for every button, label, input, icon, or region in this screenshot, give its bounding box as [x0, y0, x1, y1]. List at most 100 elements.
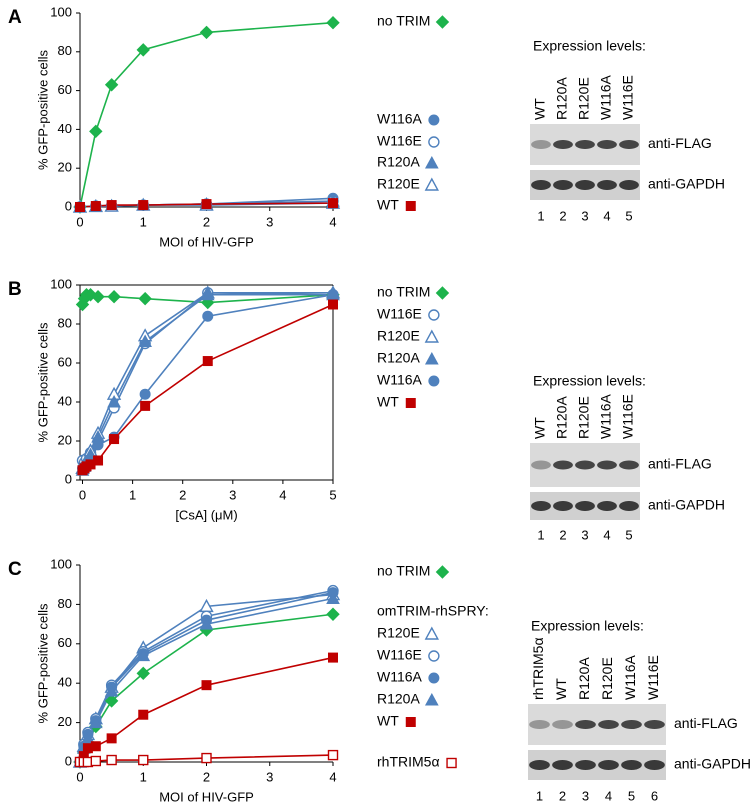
blot-band [619, 180, 639, 190]
legend-marker [405, 717, 416, 727]
marker [328, 198, 338, 209]
blot-band [575, 180, 595, 190]
legend-marker [428, 375, 440, 387]
panel-label: B [8, 279, 22, 300]
legend-label: R120E [377, 625, 420, 641]
blot-band [575, 140, 595, 149]
blot-band [553, 180, 573, 190]
legend-label: rhTRIM5α [377, 754, 440, 770]
y-tick-label: 60 [58, 354, 72, 369]
lane-label: R120E [576, 77, 592, 120]
blot-row-label: anti-FLAG [648, 135, 712, 151]
y-tick-label: 80 [58, 315, 72, 330]
lane-number: 2 [559, 208, 566, 223]
lane-label: W116A [622, 654, 638, 700]
x-tick-label: 0 [76, 769, 83, 784]
marker [90, 741, 101, 752]
lane-label: R120A [554, 77, 570, 120]
y-axis-title: % GFP-positive cells [35, 322, 50, 442]
legend-marker [446, 757, 457, 769]
x-tick-label: 1 [140, 214, 147, 229]
marker [107, 289, 121, 304]
blot-band [619, 460, 639, 470]
marker [201, 680, 212, 691]
blot-band [619, 501, 639, 511]
blot-band [619, 140, 639, 149]
lane-number: 4 [603, 527, 610, 542]
blot-band [531, 460, 551, 470]
blot-band [644, 720, 665, 729]
lane-label: W116E [645, 655, 661, 700]
legend-label: WT [377, 197, 399, 213]
legend-marker [424, 329, 439, 343]
marker [200, 287, 215, 301]
x-tick-label: 3 [229, 487, 236, 502]
marker [326, 591, 340, 604]
marker [140, 400, 151, 411]
blot-band [552, 720, 573, 729]
marker [202, 356, 213, 367]
legend-label: R120A [377, 691, 420, 707]
legend-marker [428, 309, 440, 321]
marker [138, 291, 152, 306]
blot-row-label: anti-GAPDH [674, 756, 750, 772]
x-tick-label: 2 [203, 769, 210, 784]
blot-image [528, 750, 666, 780]
blot-band [575, 760, 596, 770]
marker [106, 733, 117, 744]
marker [92, 439, 104, 451]
legend-marker [405, 201, 416, 211]
x-tick-label: 0 [79, 487, 86, 502]
panel-label: A [8, 7, 22, 28]
marker [136, 666, 150, 681]
marker [138, 334, 152, 348]
blot-band [597, 501, 617, 511]
legend-label: W116E [377, 647, 422, 663]
y-tick-label: 40 [58, 393, 72, 408]
series-line [79, 656, 334, 763]
blot-band [575, 501, 595, 511]
marker [327, 749, 339, 761]
y-tick-label: 100 [50, 4, 72, 19]
y-tick-label: 0 [65, 198, 72, 213]
lane-number: 3 [581, 527, 588, 542]
marker [199, 617, 214, 630]
legend-marker [428, 136, 440, 148]
marker [326, 607, 340, 621]
blot-row-label: anti-GAPDH [648, 497, 725, 513]
legend-marker [435, 15, 450, 29]
lane-label: WT [553, 678, 569, 700]
y-tick-label: 20 [58, 160, 72, 175]
y-axis-title: % GFP-positive cells [35, 603, 50, 723]
x-tick-label: 5 [329, 487, 336, 502]
lane-label: W116A [598, 393, 614, 439]
x-tick-label: 4 [329, 769, 336, 784]
lane-label: R120A [554, 396, 570, 439]
y-tick-label: 80 [58, 596, 72, 611]
x-tick-label: 2 [203, 214, 210, 229]
x-tick-label: 3 [266, 769, 273, 784]
marker [107, 394, 121, 408]
legend-marker [424, 351, 439, 365]
blot-image [528, 704, 666, 745]
blot-band [598, 720, 619, 729]
lane-number: 4 [603, 208, 610, 223]
panel-label: C [8, 559, 22, 580]
lane-number: 1 [536, 788, 543, 803]
legend-marker [435, 565, 450, 579]
blot-band [598, 760, 619, 770]
blot-title: Expression levels: [531, 618, 644, 634]
marker [106, 754, 117, 766]
marker [104, 78, 119, 92]
legend-marker [428, 672, 440, 684]
marker [199, 25, 214, 40]
legend-label: no TRIM [377, 13, 430, 29]
blot-band [531, 501, 551, 511]
lane-label: R120A [576, 657, 592, 700]
lane-label: WT [532, 417, 548, 439]
legend-marker [428, 114, 440, 126]
marker [327, 289, 339, 301]
lane-label: R120E [576, 396, 592, 439]
marker [328, 299, 338, 310]
